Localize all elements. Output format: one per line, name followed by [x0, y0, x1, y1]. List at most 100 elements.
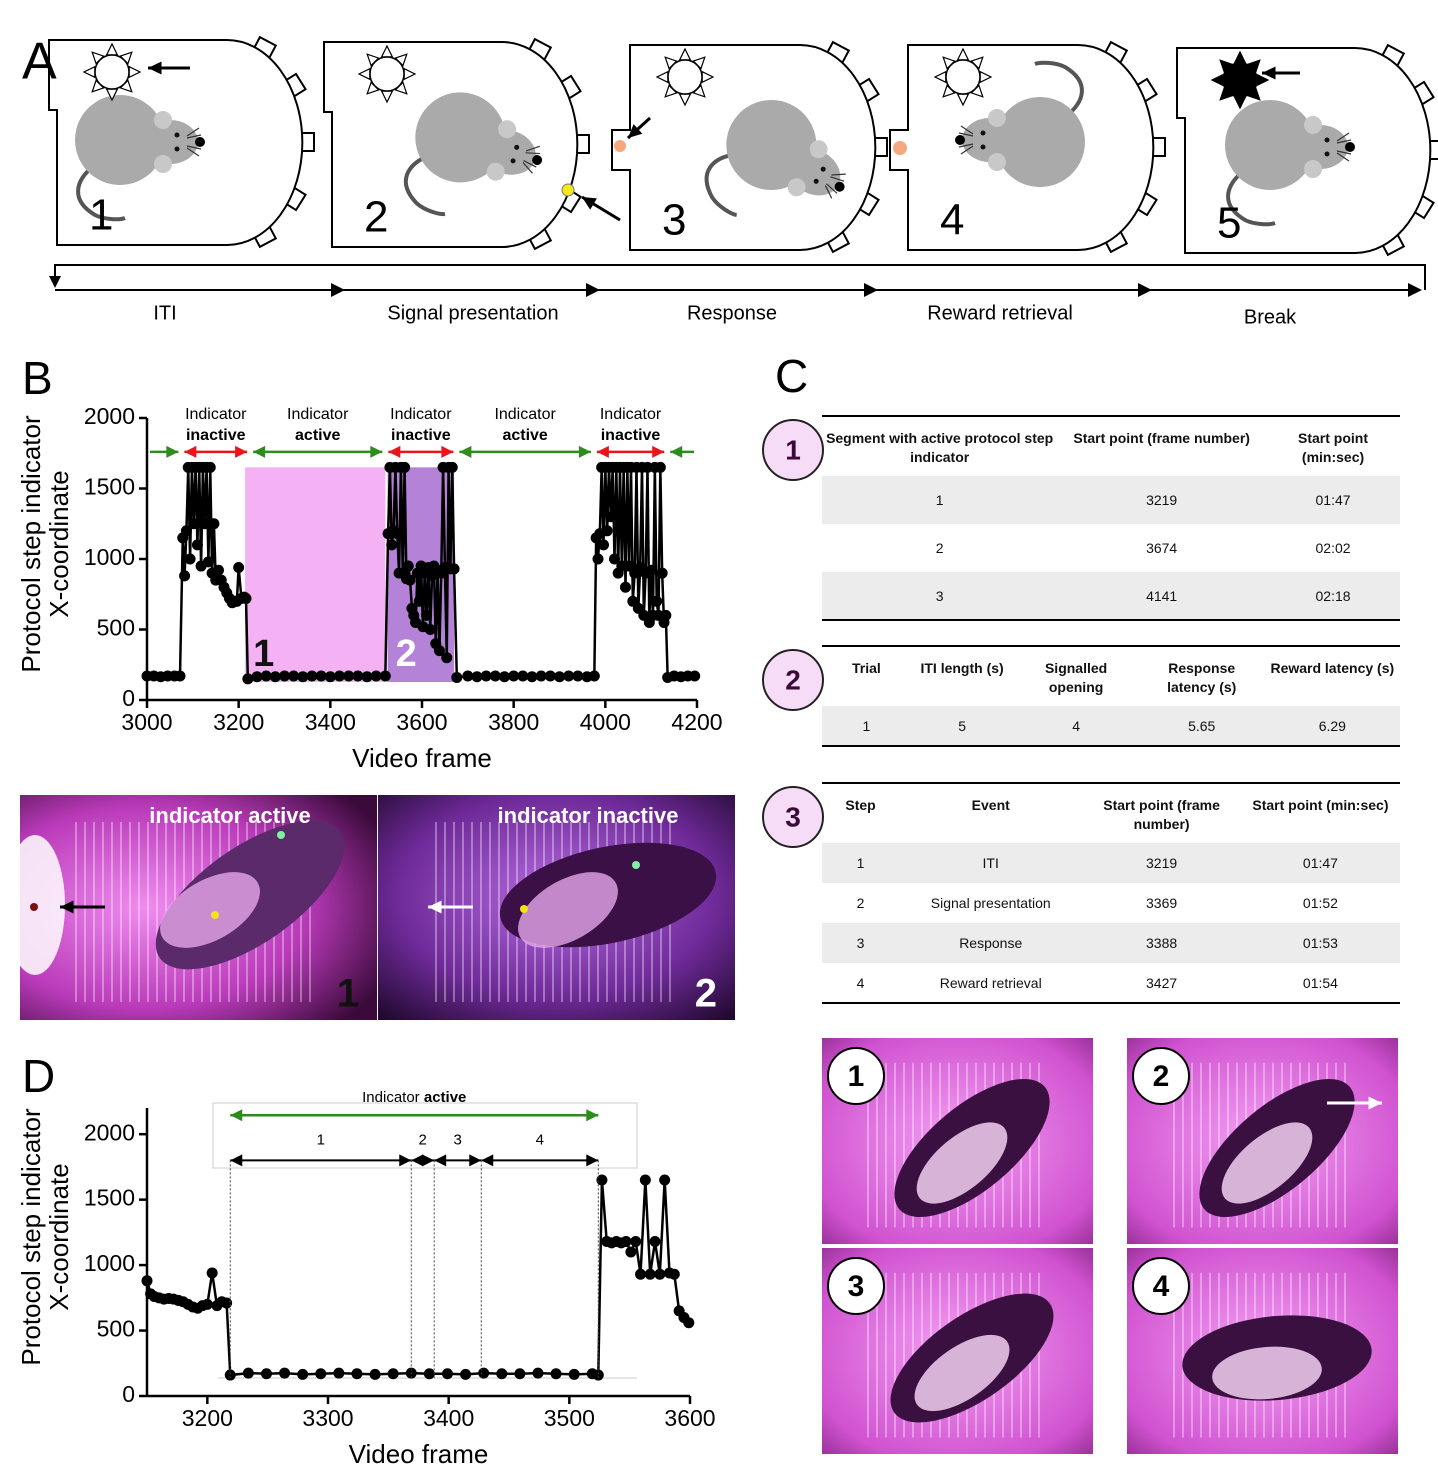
rat-patch: [914, 1334, 1010, 1412]
phase-label: Response: [687, 302, 777, 324]
data-table: Step Event Start point (frame number) Start…: [822, 782, 1400, 1004]
data-point: [630, 1236, 642, 1248]
arrow-head: [148, 61, 162, 75]
data-point: [242, 1367, 254, 1379]
header-cell: Response latency (s): [1167, 660, 1237, 695]
panel-a: 1 2 3 4 5 ITI Signal presentation Response Rewar…: [48, 35, 1438, 328]
table-cell: 4: [1013, 706, 1139, 746]
data-point: [592, 553, 604, 565]
table-badge: [762, 649, 824, 711]
data-point: [517, 670, 529, 682]
data-line: [145, 1179, 690, 1377]
arrow-head: [1368, 1096, 1382, 1110]
table-cell: 3219: [1082, 843, 1241, 883]
table-cell: 01:47: [1266, 476, 1400, 524]
span-state: active: [295, 427, 340, 444]
arrow-head: [864, 283, 878, 297]
data-point: [588, 670, 600, 682]
data-point: [596, 1174, 608, 1186]
data-point: [386, 539, 398, 551]
data-point: [391, 528, 403, 540]
table-wrap: Trial ITI length (s) Signalled opening Resp…: [822, 645, 1400, 747]
arrow-head: [253, 445, 266, 458]
panel-label: C: [775, 350, 808, 402]
arrow-head: [49, 276, 61, 288]
arrow-head: [411, 1154, 424, 1167]
table-cell: 01:53: [1240, 923, 1400, 963]
arrow-head: [428, 900, 442, 914]
segment-label: 3: [454, 1131, 462, 1148]
data-point: [379, 670, 391, 682]
marker-dot: [211, 911, 219, 919]
header-cell: Step: [845, 797, 876, 813]
data-point: [654, 461, 666, 473]
data-point: [651, 595, 663, 607]
data-point: [404, 574, 416, 586]
header-row: Step Event Start point (frame number) Start…: [822, 783, 1400, 843]
arrow-head: [441, 445, 454, 458]
header-row: Trial ITI length (s) Signalled opening Resp…: [822, 646, 1400, 706]
house-light: [369, 56, 405, 92]
table-wrap: Segment with active protocol step indica…: [822, 415, 1400, 621]
table-cell: 02:18: [1266, 572, 1400, 620]
data-point: [478, 1367, 490, 1379]
data-point: [460, 1368, 472, 1380]
data-table: Trial ITI length (s) Signalled opening Resp…: [822, 645, 1400, 747]
data-point: [451, 671, 463, 683]
photo-caption: indicator inactive: [498, 803, 679, 828]
arrow-head: [586, 1109, 599, 1122]
arrow-head: [1262, 66, 1276, 80]
pellet: [893, 141, 907, 155]
header-cell: ITI length (s): [920, 660, 1004, 676]
header-cell: Segment with active protocol step indica…: [826, 430, 1054, 465]
table-cell: 02:02: [1315, 540, 1351, 556]
house-light: [945, 59, 981, 95]
table-row: 1 3219 01:47: [822, 476, 1400, 524]
table-cell: ITI: [899, 843, 1083, 883]
span-text: Indicator: [185, 406, 247, 423]
data-point: [620, 581, 631, 593]
table-cell: Response: [899, 923, 1083, 963]
table-cell: 01:47: [1240, 843, 1400, 883]
arrow-head: [399, 1154, 412, 1167]
phase-label: Break: [1244, 306, 1297, 328]
data-point: [489, 670, 501, 682]
data-point: [544, 670, 556, 682]
photo-number: 4: [1153, 1270, 1170, 1303]
data-point: [471, 671, 483, 683]
marker-dot: [520, 905, 528, 913]
data-point: [260, 1368, 272, 1380]
arrow-head: [388, 445, 401, 458]
arrow-head: [1138, 283, 1152, 297]
x-axis-label: Video frame: [352, 743, 492, 773]
y-tick-label: 2000: [84, 403, 135, 429]
data-point: [605, 511, 617, 523]
y-tick-label: 1500: [84, 1185, 135, 1211]
indicator-dot: [30, 903, 38, 911]
table-cell: Signal presentation: [930, 895, 1051, 911]
data-point: [315, 1368, 327, 1380]
photo-number: 2: [695, 972, 717, 1016]
data-point: [306, 670, 318, 682]
step-number: 3: [662, 196, 686, 245]
arrow-head: [469, 1154, 482, 1167]
data-point: [188, 518, 200, 530]
data-point: [279, 670, 290, 682]
region: [245, 467, 386, 682]
bracket-text: Indicator: [362, 1089, 420, 1106]
data-point: [441, 1368, 453, 1380]
arrow-head: [235, 445, 248, 458]
y-tick-label: 0: [122, 1381, 135, 1407]
data-point: [251, 671, 263, 683]
x-tick-label: 3600: [664, 1405, 715, 1431]
arrow-head: [652, 445, 665, 458]
table-cell: 3369: [1146, 895, 1178, 911]
data-point: [402, 560, 414, 572]
data-point: [351, 1368, 363, 1380]
rat-patch: [160, 872, 260, 948]
data-point: [199, 518, 211, 530]
data-point: [592, 1369, 604, 1381]
x-tick-label: 3200: [213, 709, 264, 735]
x-tick-label: 3500: [544, 1405, 595, 1431]
table-wrap: Step Event Start point (frame number) Start…: [822, 782, 1400, 1004]
